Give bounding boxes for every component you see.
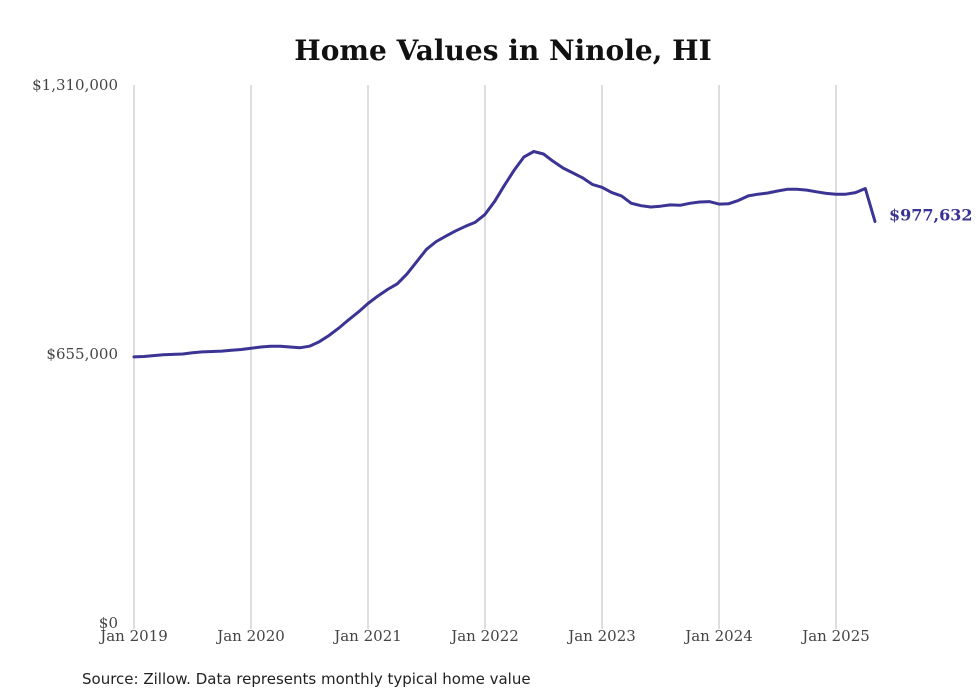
- x-tick-label: Jan 2025: [800, 627, 870, 645]
- series-line: [132, 150, 877, 359]
- series-layer: [132, 150, 877, 359]
- x-tick-label: Jan 2024: [683, 627, 753, 645]
- source-note: Source: Zillow. Data represents monthly …: [82, 670, 531, 688]
- x-tick-label: Jan 2023: [566, 627, 636, 645]
- y-tick-label: $0: [99, 614, 118, 632]
- y-tick-label: $1,310,000: [32, 76, 118, 94]
- x-tick-label: Jan 2019: [98, 627, 168, 645]
- x-tick-label: Jan 2020: [215, 627, 285, 645]
- x-tick-label: Jan 2022: [449, 627, 519, 645]
- y-tick-label: $655,000: [46, 345, 118, 363]
- x-tick-label: Jan 2021: [332, 627, 402, 645]
- gridlines: [133, 85, 837, 629]
- chart-title: Home Values in Ninole, HI: [294, 34, 711, 67]
- x-axis-ticks: Jan 2019 Jan 2020 Jan 2021 Jan 2022 Jan 2023…: [98, 627, 870, 645]
- end-value-label: $977,632: [889, 205, 973, 224]
- y-axis-ticks: $0 $655,000 $1,310,000: [32, 76, 118, 632]
